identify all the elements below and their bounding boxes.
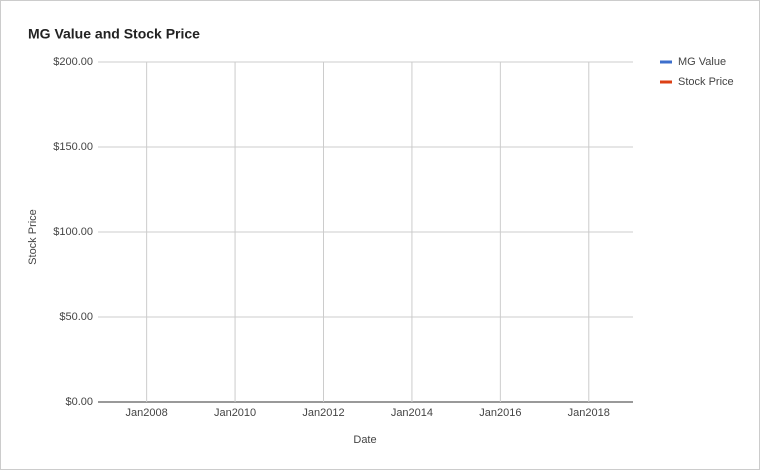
x-tick-label: Jan2014	[391, 407, 433, 419]
y-axis-label: Stock Price	[27, 209, 39, 265]
x-tick-label: Jan2016	[479, 407, 521, 419]
legend-label: MG Value	[678, 56, 726, 68]
x-tick-label: Jan2008	[126, 407, 168, 419]
x-axis-label: Date	[353, 434, 376, 446]
chart-title: MG Value and Stock Price	[28, 26, 200, 42]
y-tick-label: $150.00	[53, 141, 93, 153]
y-tick-label: $50.00	[59, 311, 93, 323]
y-tick-label: $200.00	[53, 56, 93, 68]
x-tick-label: Jan2010	[214, 407, 256, 419]
legend-label: Stock Price	[678, 76, 734, 88]
x-tick-label: Jan2012	[302, 407, 344, 419]
x-tick-label: Jan2018	[568, 407, 610, 419]
y-tick-label: $0.00	[65, 396, 93, 408]
y-tick-label: $100.00	[53, 226, 93, 238]
